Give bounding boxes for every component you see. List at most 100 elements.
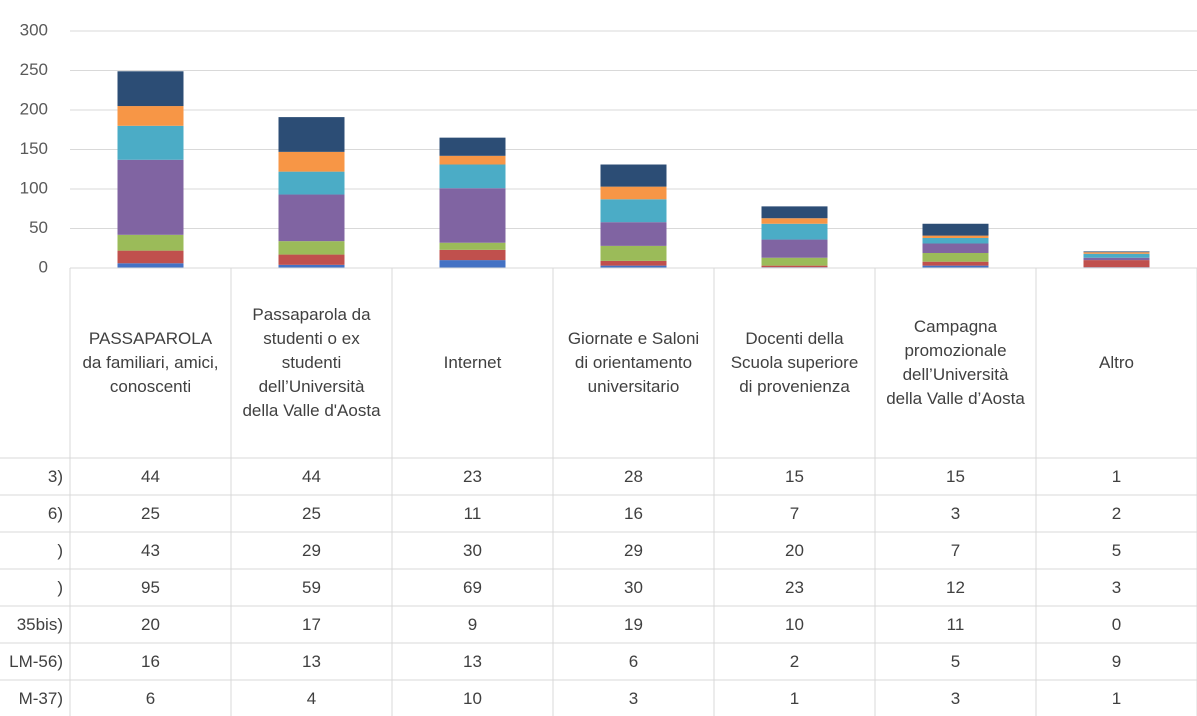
table-value: 20: [141, 614, 160, 634]
bar-segment: [117, 250, 184, 264]
bar-segment: [439, 155, 506, 165]
category-label: Passaparola da studenti o ex studenti de…: [242, 305, 381, 420]
table-value: 3: [950, 503, 961, 523]
bar-segment: [922, 261, 989, 266]
bar-segment: [117, 71, 184, 107]
bar-segment: [761, 239, 828, 258]
table-value: 30: [463, 540, 482, 560]
y-tick-label: 100: [20, 178, 48, 197]
bar-segment: [922, 265, 989, 268]
table-value: 23: [463, 466, 482, 486]
table-value: 17: [302, 614, 321, 634]
table-value: 3: [628, 688, 639, 708]
table-value: 3: [1111, 577, 1122, 597]
bar-segment: [761, 223, 828, 240]
bar-segment: [117, 159, 184, 235]
category-label: Campagna promozionale dell’Università de…: [886, 317, 1025, 408]
table-value: 1: [789, 688, 800, 708]
y-tick-label: 0: [39, 257, 48, 276]
table-value: 9: [467, 614, 478, 634]
legend-label: LM-56): [9, 651, 63, 671]
table-value: 10: [463, 688, 482, 708]
bar-segment: [278, 241, 345, 255]
table-value: 1: [1111, 466, 1122, 486]
bar-segment: [278, 254, 345, 265]
bar-segment: [600, 199, 667, 223]
table-value: 20: [785, 540, 804, 560]
bar-segment: [600, 245, 667, 261]
y-tick-label: 50: [29, 218, 48, 237]
table-value: 11: [946, 614, 965, 634]
bar-segment: [117, 125, 184, 160]
table-value: 29: [624, 540, 643, 560]
bar-segment: [278, 151, 345, 172]
table-value: 2: [1111, 503, 1122, 523]
bar-segment: [600, 186, 667, 200]
bar-segment: [600, 265, 667, 268]
table-value: 5: [1111, 540, 1122, 560]
table-value: 7: [950, 540, 961, 560]
table-value: 10: [785, 614, 804, 634]
category-label: Docenti della Scuola superiore di proven…: [730, 329, 859, 396]
bar-segment: [922, 243, 989, 253]
table-value: 44: [141, 466, 160, 486]
table-value: 69: [463, 577, 482, 597]
bar-segment: [922, 223, 989, 236]
bar-segment: [1083, 260, 1150, 268]
bar-segment: [117, 234, 184, 251]
table-value: 28: [624, 466, 643, 486]
table-value: 12: [946, 577, 965, 597]
bar-segment: [278, 171, 345, 195]
table-value: 4: [306, 688, 317, 708]
table-value: 15: [946, 466, 965, 486]
bar-segment: [439, 249, 506, 261]
bar-segment: [600, 260, 667, 266]
bar-segment: [439, 242, 506, 250]
bar-segment: [600, 164, 667, 187]
y-tick-label: 150: [20, 139, 48, 158]
table-value: 16: [624, 503, 643, 523]
bar-segment: [761, 206, 828, 219]
bar-segment: [922, 237, 989, 244]
table-value: 30: [624, 577, 643, 597]
bar-segment: [922, 235, 989, 238]
table-value: 3: [950, 688, 961, 708]
bar-segment: [922, 252, 989, 262]
bar-segment: [439, 164, 506, 189]
table-value: 59: [302, 577, 321, 597]
table-value: 95: [141, 577, 160, 597]
table-value: 2: [789, 651, 800, 671]
bar-segment: [278, 194, 345, 242]
table-value: 15: [785, 466, 804, 486]
legend-label: ): [57, 577, 63, 597]
bar-segment: [439, 188, 506, 243]
table-value: 25: [302, 503, 321, 523]
y-tick-label: 200: [20, 99, 48, 118]
table-value: 19: [624, 614, 643, 634]
category-label: PASSAPAROLA da familiari, amici, conosce…: [82, 329, 219, 396]
y-tick-label: 250: [20, 60, 48, 79]
bar-segment: [1083, 253, 1150, 258]
table-value: 6: [145, 688, 156, 708]
y-tick-label: 300: [20, 20, 48, 39]
table-value: 0: [1111, 614, 1122, 634]
bar-segment: [1083, 251, 1150, 253]
bar-segment: [278, 117, 345, 152]
table-value: 11: [463, 503, 482, 523]
bar-segment: [117, 263, 184, 268]
bar-segment: [761, 265, 828, 268]
table-value: 13: [463, 651, 482, 671]
table-value: 43: [141, 540, 160, 560]
category-label: Internet: [443, 353, 502, 372]
category-label: Altro: [1099, 353, 1134, 372]
table-value: 13: [302, 651, 321, 671]
legend-label: M-37): [18, 688, 63, 708]
table-value: 23: [785, 577, 804, 597]
legend-label: ): [57, 540, 63, 560]
table-value: 7: [789, 503, 800, 523]
legend-label: 3): [47, 466, 63, 486]
bar-segment: [761, 257, 828, 266]
table-value: 5: [950, 651, 961, 671]
